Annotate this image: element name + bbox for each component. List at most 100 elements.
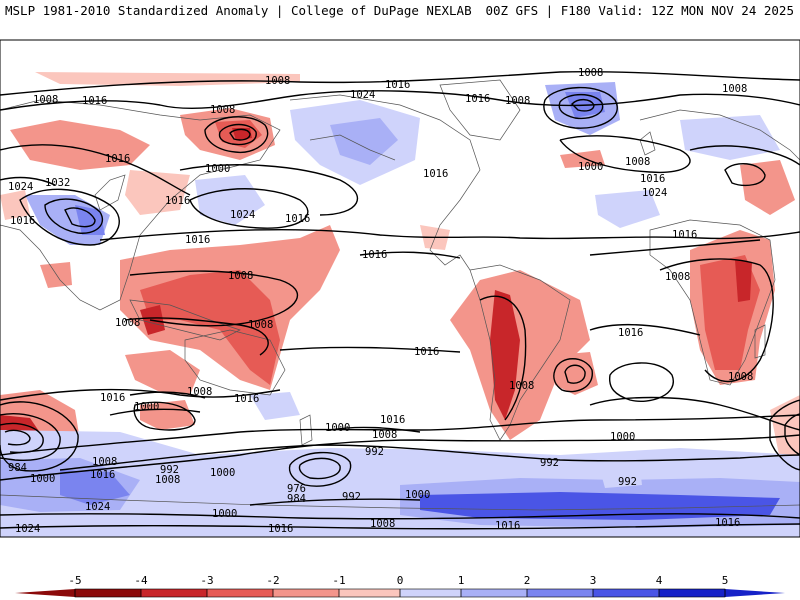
isobar-label: 1008 <box>265 75 290 87</box>
isobar-1016-north <box>0 90 800 111</box>
isobar-label: 1024 <box>8 181 33 193</box>
coast-japan <box>94 174 126 211</box>
colorbar-tick-label: 5 <box>722 574 729 587</box>
colorbar-seg-neg2 <box>273 589 339 597</box>
isobar-1008-africa <box>659 258 774 383</box>
isobar-label: 1032 <box>45 177 70 189</box>
isobar-label: 1008 <box>728 371 753 383</box>
map-title: MSLP 1981-2010 Standardized Anomaly | Co… <box>5 3 472 18</box>
neg-anomaly-south-atlantic <box>555 352 598 395</box>
colorbar-tick-label: -4 <box>134 574 148 587</box>
neg-anomaly-andes <box>490 290 520 420</box>
isobar-1016-indo <box>129 391 206 399</box>
isobar-low-kamchatka <box>204 116 269 154</box>
isobar-1016-antarctic <box>0 523 800 530</box>
pos-anomaly-indian-small <box>250 392 300 420</box>
isobar-label: 1000 <box>212 508 237 520</box>
isobar-1000-aus <box>133 401 196 431</box>
isobar-label: 1008 <box>248 319 273 331</box>
isobar-low-sw-4 <box>4 429 31 446</box>
coast-greenland <box>439 79 521 141</box>
isobar-992-band <box>59 444 800 471</box>
coast-south-america <box>469 264 571 441</box>
isobar-label: 1016 <box>90 469 115 481</box>
isobar-low-sw-2 <box>0 413 61 462</box>
colorbar-seg-pos3 <box>527 589 593 597</box>
coastlines <box>0 79 800 511</box>
isobar-label: 1000 <box>578 161 603 173</box>
map-border <box>0 39 800 538</box>
isobar-label: 1016 <box>618 327 643 339</box>
coast-nz <box>299 414 313 446</box>
isobar-label: 1016 <box>672 229 697 241</box>
isobar-label: 1008 <box>372 429 397 441</box>
colorbar-tick-label: -5 <box>68 574 81 587</box>
isobar-label: 1000 <box>325 422 350 434</box>
isobar-label: 1000 <box>205 163 230 175</box>
isobar-label: 992 <box>618 476 637 488</box>
isobar-low-kamchatka-2 <box>218 123 257 146</box>
colorbar-tick-label: -1 <box>332 574 345 587</box>
isobar-high-satl <box>608 362 675 402</box>
isobar-1008-samer <box>479 295 527 421</box>
isobar-1008-antarctic <box>0 513 800 520</box>
isobar-label: 1016 <box>165 195 190 207</box>
colorbar-tick-label: -3 <box>200 574 213 587</box>
isobar-low-sw <box>0 401 79 472</box>
coast-asia <box>0 99 281 311</box>
pos-anomaly-atlantic-small <box>600 468 642 488</box>
isobar-1016-subtrop <box>99 228 800 241</box>
pos-anomaly-alaska-core <box>330 118 398 165</box>
isobar-label: 1008 <box>155 474 180 486</box>
neg-anomaly-north-atlantic <box>560 150 605 168</box>
isobar-label: 1016 <box>82 95 107 107</box>
neg-anomaly-india <box>40 262 72 288</box>
isobar-label: 1016 <box>495 520 520 532</box>
isobar-1008-band <box>0 414 800 456</box>
isobar-label: 1016 <box>423 168 448 180</box>
isobar-1016-epac <box>359 251 461 259</box>
isobar-label: 1008 <box>92 456 117 468</box>
pos-anomaly-n-pacific <box>195 175 265 225</box>
isobar-label: 1008 <box>115 317 140 329</box>
neg-anomaly-japan <box>48 140 85 165</box>
neg-anomaly-westpac-core <box>140 270 280 385</box>
isobar-1000-south-pac <box>249 498 421 506</box>
isobar-1024-nind <box>0 176 56 186</box>
isobar-label: 1008 <box>210 104 235 116</box>
neg-anomaly-south-america <box>450 270 590 440</box>
colorbar-seg-pos2 <box>461 589 527 597</box>
isobar-label: 1008 <box>505 95 530 107</box>
isobar-low-greenland-3 <box>571 98 595 112</box>
model-run-info: 00Z GFS | F180 Valid: 12Z MON NOV 24 202… <box>485 3 794 18</box>
neg-anomaly-arctic <box>35 72 300 86</box>
isobar-1016-satl <box>589 323 701 336</box>
coast-europe <box>639 109 800 161</box>
coast-indonesia <box>129 299 241 341</box>
coast-antarctica <box>0 494 800 511</box>
isobar-1008-maritime <box>124 317 269 356</box>
isobar-label: 1016 <box>380 414 405 426</box>
isobar-1008-tropic <box>129 270 299 327</box>
isobar-label: 1016 <box>414 346 439 358</box>
coast-madagascar <box>754 324 766 359</box>
isobar-1000-npac <box>179 164 359 216</box>
colorbar-seg-neg5 <box>75 589 141 597</box>
isobar-high-south-atl <box>589 396 800 431</box>
colorbar-tick-label: 2 <box>524 574 531 587</box>
isobar-low-mideast <box>724 163 766 187</box>
coast-alaska <box>309 134 396 161</box>
isobar-label: 1008 <box>665 271 690 283</box>
isobar-high-china-2 <box>44 198 104 234</box>
coast-africa <box>649 219 776 386</box>
colorbar: -5 -4 -3 -2 -1 0 1 2 3 4 5 <box>15 574 785 598</box>
colorbar-arrow-right <box>725 589 785 597</box>
neg-anomaly-east-africa <box>735 260 752 302</box>
isobar-label: 1016 <box>234 393 259 405</box>
colorbar-tick-label: 3 <box>590 574 597 587</box>
colorbar-arrow-left <box>15 589 75 597</box>
colorbar-seg-pos5 <box>659 589 725 597</box>
colorbar-tick-label: 1 <box>458 574 465 587</box>
neg-anomaly-australia <box>125 350 200 395</box>
